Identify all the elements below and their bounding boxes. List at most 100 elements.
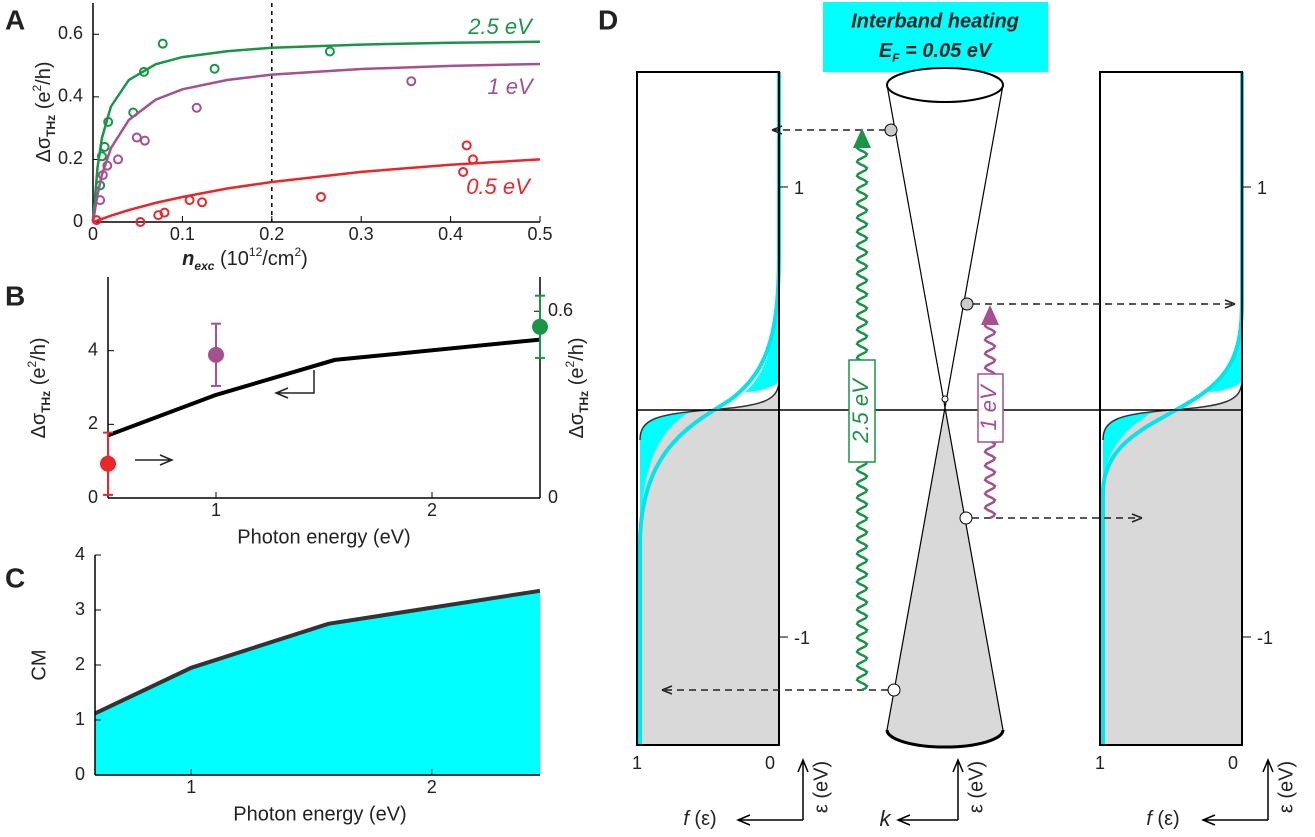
tick-label: 1 [632, 753, 642, 773]
y-tick-label: 4 [88, 339, 98, 359]
data-point [91, 215, 102, 226]
cone-bottom [885, 729, 1005, 749]
label-part: /h) [28, 337, 50, 360]
y2-tick-label: 0 [548, 487, 558, 507]
transition-label: 2.5 eV [848, 377, 873, 444]
data-point [197, 197, 208, 208]
x-tick-label: 0.3 [349, 224, 374, 244]
f: f [1146, 808, 1154, 830]
state [960, 297, 974, 311]
x-tick-label: 0.1 [170, 224, 195, 244]
data-point [131, 132, 142, 143]
label-part: (e [28, 367, 50, 390]
label-part: THz [44, 115, 58, 137]
panel-d: D Interband heating EF = 0.05 eV [598, 2, 1297, 831]
label-part: (10 [214, 248, 248, 270]
occupied-area [640, 380, 779, 745]
y-axis-label: ΔσTHz (e2/h) [25, 337, 53, 438]
x-tick-label: 0 [88, 224, 98, 244]
data-point [406, 76, 417, 87]
data-point [208, 346, 224, 363]
y-tick-label: 0 [73, 211, 83, 231]
data-point [113, 154, 124, 165]
data-point [159, 207, 170, 218]
data-point [99, 141, 110, 152]
label-part: 2 [563, 360, 577, 367]
fermi-hot [1101, 72, 1244, 745]
title-box [823, 2, 1048, 72]
label-part: ) [301, 248, 308, 270]
series-label: 0.5 eV [466, 174, 532, 199]
label-part: /h) [33, 61, 55, 84]
fermi-sub: F [892, 51, 900, 65]
label-part: 2 [25, 360, 39, 367]
distribution-left [636, 71, 781, 746]
data-point [191, 102, 202, 113]
y-tick-label: 2 [88, 413, 98, 433]
label-part: Δσ [33, 136, 55, 162]
fermi-label: EF = 0.05 eV [879, 40, 993, 65]
cone-line [886, 84, 1004, 731]
panel-letter: D [598, 4, 618, 35]
tick-label: -1 [794, 628, 810, 648]
hot-holes [640, 412, 690, 540]
data-point [97, 170, 108, 181]
line [107, 337, 541, 438]
box [1099, 71, 1243, 746]
cone-top [886, 67, 1004, 103]
e-label: ε (eV) [965, 761, 987, 813]
y-tick-label: 0.4 [58, 86, 83, 106]
label-part: 2 [294, 245, 301, 259]
x-axis-label: Photon energy (eV) [233, 803, 406, 825]
label-part: THz [39, 391, 53, 413]
panel-letter: B [5, 280, 25, 311]
x-tick-label: 2 [427, 500, 437, 520]
data-point [138, 66, 149, 77]
label-part: (e [33, 91, 55, 114]
label-part: n [182, 248, 194, 270]
data-point [458, 166, 469, 177]
x-tick-label: 2 [427, 777, 437, 797]
tick-label: -1 [1257, 628, 1273, 648]
x-tick-label: 1 [211, 500, 221, 520]
x-tick-label: 0.4 [438, 224, 463, 244]
data-point [324, 46, 335, 57]
y-axis-label: ΔσTHz (e2/h) [563, 337, 591, 438]
transition-label: 1 eV [976, 383, 1001, 431]
label-part: /cm [262, 248, 294, 270]
arrowhead [853, 128, 871, 148]
occupied-area [1103, 380, 1242, 745]
f: f [683, 808, 691, 830]
fermi-e: E [879, 40, 893, 62]
f-label: f (ε) [1146, 808, 1179, 830]
y-tick-label: 0 [88, 487, 98, 507]
label-part: exc [194, 259, 214, 273]
data-point [532, 318, 548, 335]
panel-letter: C [5, 562, 25, 593]
label-part: (e [566, 367, 588, 390]
x-axis-label: Photon energy (eV) [237, 526, 410, 548]
data-point [95, 195, 106, 206]
data-point [96, 151, 107, 162]
distribution-right [1099, 71, 1244, 746]
data-point [103, 116, 114, 127]
axis-indicator [274, 370, 315, 399]
tick-label: 1 [1095, 753, 1105, 773]
energy-scale-right: 1 -1 1 0 [1095, 178, 1273, 773]
y-tick-label: 4 [75, 544, 85, 564]
axis-indicator [135, 454, 174, 466]
y-tick-label: 0.6 [58, 23, 83, 43]
y-tick-label: 0 [75, 764, 85, 784]
area-line [94, 588, 541, 716]
title: Interband heating [851, 10, 1019, 32]
y-tick-label: 3 [75, 599, 85, 619]
tick-label: 1 [794, 178, 804, 198]
label-box [848, 359, 876, 463]
area [95, 590, 540, 775]
x-tick-label: 1 [186, 777, 196, 797]
arg: (ε) [689, 808, 717, 830]
data-point [100, 455, 116, 472]
filled-cone [887, 410, 1003, 747]
dirac-point [941, 395, 949, 403]
